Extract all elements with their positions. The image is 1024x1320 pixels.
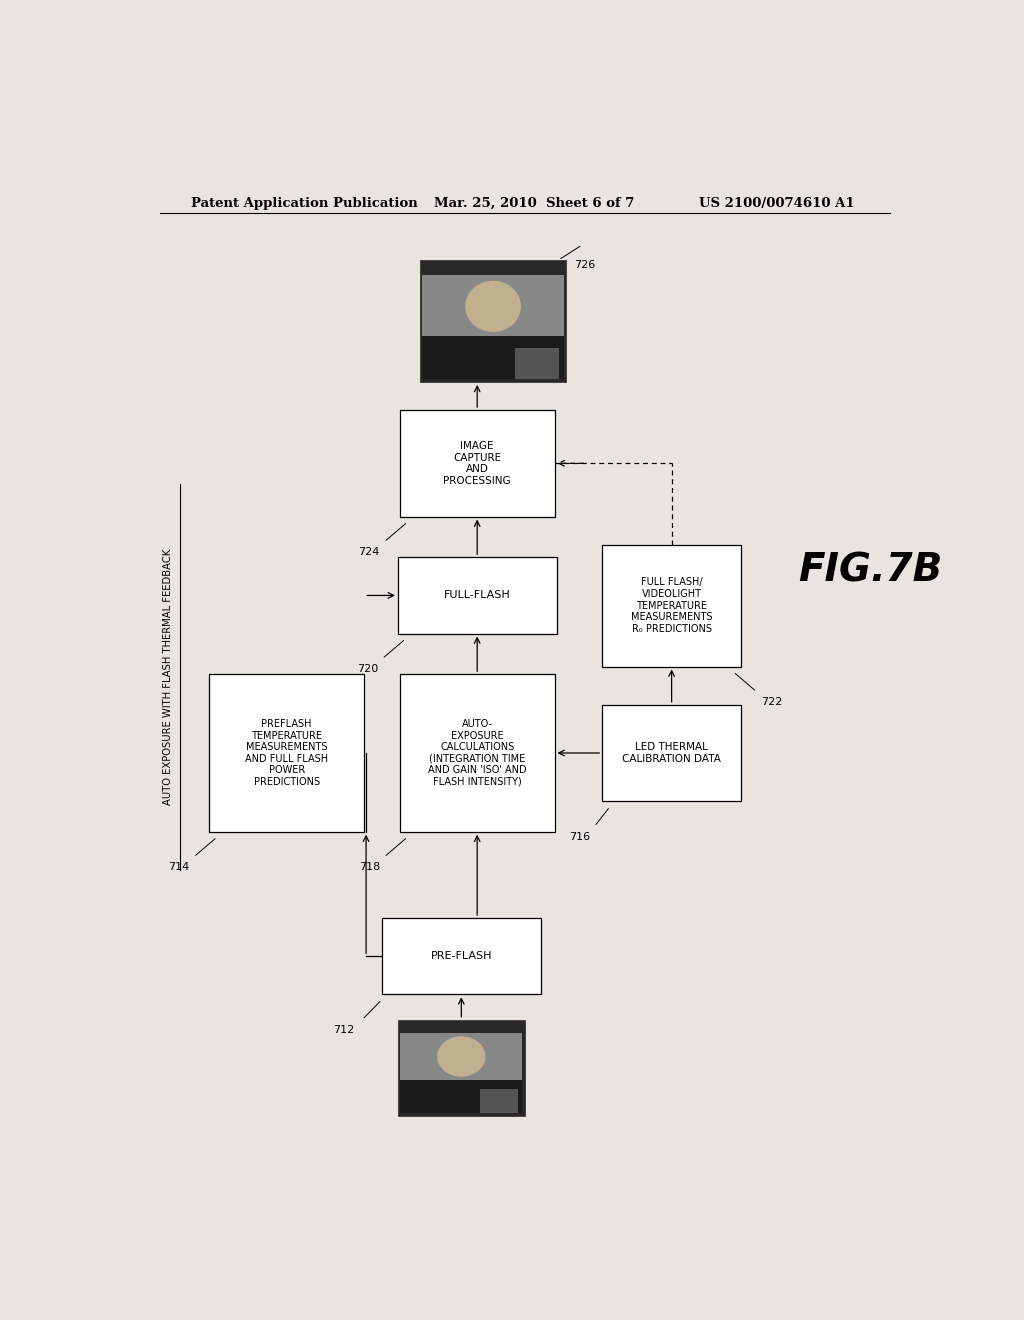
Text: AUTO-
EXPOSURE
CALCULATIONS
(INTEGRATION TIME
AND GAIN 'ISO' AND
FLASH INTENSITY: AUTO- EXPOSURE CALCULATIONS (INTEGRATION… [428, 719, 526, 787]
Text: 724: 724 [358, 548, 380, 557]
FancyBboxPatch shape [397, 1020, 524, 1117]
Ellipse shape [437, 1036, 485, 1077]
Text: LED THERMAL
CALIBRATION DATA: LED THERMAL CALIBRATION DATA [623, 742, 721, 764]
Text: IMAGE
CAPTURE
AND
PROCESSING: IMAGE CAPTURE AND PROCESSING [443, 441, 511, 486]
Ellipse shape [465, 281, 521, 333]
Text: 712: 712 [333, 1024, 354, 1035]
FancyBboxPatch shape [420, 260, 566, 381]
Text: FULL FLASH/
VIDEOLIGHT
TEMPERATURE
MEASUREMENTS
R₀ PREDICTIONS: FULL FLASH/ VIDEOLIGHT TEMPERATURE MEASU… [631, 577, 713, 634]
Text: FIG.7B: FIG.7B [799, 550, 943, 589]
FancyBboxPatch shape [382, 919, 541, 994]
Text: 720: 720 [356, 664, 378, 675]
FancyBboxPatch shape [480, 1089, 518, 1113]
Text: Mar. 25, 2010  Sheet 6 of 7: Mar. 25, 2010 Sheet 6 of 7 [433, 197, 634, 210]
FancyBboxPatch shape [515, 348, 559, 379]
FancyBboxPatch shape [422, 337, 564, 379]
FancyBboxPatch shape [399, 411, 555, 516]
Text: Patent Application Publication: Patent Application Publication [191, 197, 418, 210]
FancyBboxPatch shape [602, 705, 741, 801]
Text: US 2100/0074610 A1: US 2100/0074610 A1 [699, 197, 855, 210]
Text: AUTO EXPOSURE WITH FLASH THERMAL FEEDBACK: AUTO EXPOSURE WITH FLASH THERMAL FEEDBAC… [163, 549, 173, 805]
FancyBboxPatch shape [400, 1032, 522, 1080]
FancyBboxPatch shape [397, 557, 557, 634]
Text: 726: 726 [574, 260, 596, 271]
FancyBboxPatch shape [602, 545, 741, 667]
Text: FULL-FLASH: FULL-FLASH [443, 590, 511, 601]
FancyBboxPatch shape [422, 276, 564, 337]
FancyBboxPatch shape [399, 675, 555, 832]
Text: 716: 716 [569, 832, 590, 842]
Text: 718: 718 [358, 862, 380, 873]
Text: PRE-FLASH: PRE-FLASH [430, 952, 493, 961]
FancyBboxPatch shape [400, 1080, 522, 1113]
Text: 722: 722 [761, 697, 782, 708]
Text: PREFLASH
TEMPERATURE
MEASUREMENTS
AND FULL FLASH
POWER
PREDICTIONS: PREFLASH TEMPERATURE MEASUREMENTS AND FU… [245, 719, 329, 787]
Text: 714: 714 [168, 862, 189, 873]
FancyBboxPatch shape [209, 675, 365, 832]
